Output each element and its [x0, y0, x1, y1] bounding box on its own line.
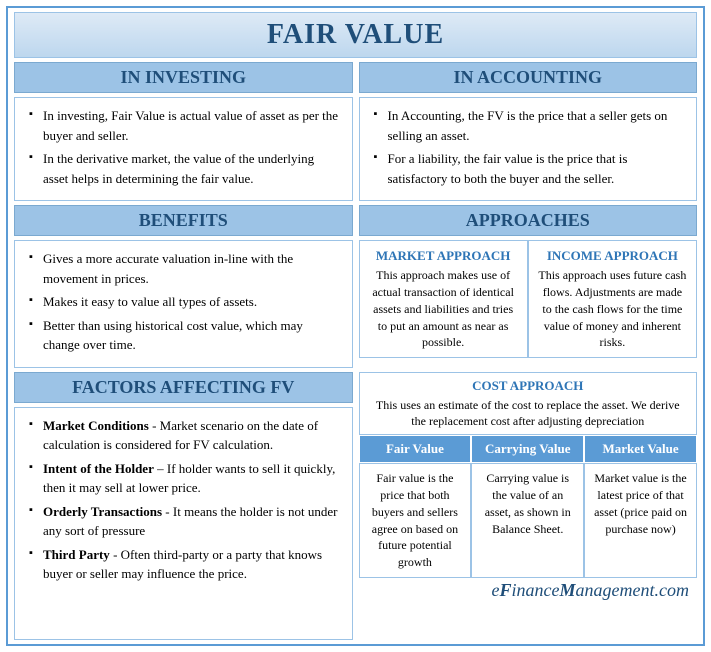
footer-f: F	[500, 580, 512, 600]
main-title: FAIR VALUE	[14, 12, 697, 58]
value-cell-carrying: Carrying value is the value of an asset,…	[471, 463, 584, 578]
accounting-item: For a liability, the fair value is the p…	[374, 149, 687, 188]
investing-header: IN INVESTING	[14, 62, 353, 93]
income-approach-text: This approach uses future cash flows. Ad…	[537, 267, 688, 351]
footer-branding: eFinanceManagement.com	[359, 578, 698, 601]
income-approach-title: INCOME APPROACH	[537, 247, 688, 265]
value-header-fair: Fair Value	[359, 435, 472, 463]
accounting-item: In Accounting, the FV is the price that …	[374, 106, 687, 145]
cost-approach-title: COST APPROACH	[368, 377, 689, 395]
factors-item: Intent of the Holder – If holder wants t…	[29, 459, 342, 498]
cost-approach-text: This uses an estimate of the cost to rep…	[368, 397, 689, 431]
benefits-body: Gives a more accurate valuation in-line …	[14, 240, 353, 368]
approaches-grid: MARKET APPROACH This approach makes use …	[359, 240, 698, 358]
value-comparison-table: Fair Value Carrying Value Market Value F…	[359, 435, 698, 578]
market-approach-cell: MARKET APPROACH This approach makes use …	[359, 240, 528, 358]
income-approach-cell: INCOME APPROACH This approach uses futur…	[528, 240, 697, 358]
accounting-header: IN ACCOUNTING	[359, 62, 698, 93]
footer-anagement: anagement	[576, 580, 655, 600]
investing-item: In investing, Fair Value is actual value…	[29, 106, 342, 145]
footer-dotcom: .com	[655, 580, 690, 600]
accounting-section: IN ACCOUNTING In Accounting, the FV is t…	[359, 62, 698, 201]
value-header-row: Fair Value Carrying Value Market Value	[359, 435, 698, 463]
value-cell-fair: Fair value is the price that both buyers…	[359, 463, 472, 578]
factors-section: FACTORS AFFECTING FV Market Conditions -…	[14, 372, 353, 641]
top-row: IN INVESTING In investing, Fair Value is…	[14, 62, 697, 201]
approaches-section: APPROACHES MARKET APPROACH This approach…	[359, 205, 698, 368]
factors-body: Market Conditions - Market scenario on t…	[14, 407, 353, 641]
footer-m: M	[560, 580, 576, 600]
factor-bold: Intent of the Holder	[43, 461, 154, 476]
accounting-body: In Accounting, the FV is the price that …	[359, 97, 698, 201]
market-approach-text: This approach makes use of actual transa…	[368, 267, 519, 351]
factor-bold: Orderly Transactions	[43, 504, 162, 519]
factors-item: Orderly Transactions - It means the hold…	[29, 502, 342, 541]
benefits-item: Better than using historical cost value,…	[29, 316, 342, 355]
factor-bold: Market Conditions	[43, 418, 149, 433]
bottom-row: FACTORS AFFECTING FV Market Conditions -…	[14, 372, 697, 641]
factor-bold: Third Party	[43, 547, 110, 562]
factors-item: Market Conditions - Market scenario on t…	[29, 416, 342, 455]
value-header-market: Market Value	[584, 435, 697, 463]
benefits-item: Gives a more accurate valuation in-line …	[29, 249, 342, 288]
investing-section: IN INVESTING In investing, Fair Value is…	[14, 62, 353, 201]
factors-header: FACTORS AFFECTING FV	[14, 372, 353, 403]
investing-item: In the derivative market, the value of t…	[29, 149, 342, 188]
mid-row: BENEFITS Gives a more accurate valuation…	[14, 205, 697, 368]
value-header-carrying: Carrying Value	[471, 435, 584, 463]
market-approach-title: MARKET APPROACH	[368, 247, 519, 265]
benefits-item: Makes it easy to value all types of asse…	[29, 292, 342, 312]
right-bottom-column: COST APPROACH This uses an estimate of t…	[359, 372, 698, 641]
value-body-row: Fair value is the price that both buyers…	[359, 463, 698, 578]
benefits-section: BENEFITS Gives a more accurate valuation…	[14, 205, 353, 368]
footer-e: e	[492, 580, 500, 600]
footer-inance: inance	[512, 580, 560, 600]
investing-body: In investing, Fair Value is actual value…	[14, 97, 353, 201]
approaches-header: APPROACHES	[359, 205, 698, 236]
benefits-header: BENEFITS	[14, 205, 353, 236]
infographic-container: FAIR VALUE IN INVESTING In investing, Fa…	[6, 6, 705, 646]
value-cell-market: Market value is the latest price of that…	[584, 463, 697, 578]
cost-approach-cell: COST APPROACH This uses an estimate of t…	[359, 372, 698, 436]
factors-item: Third Party - Often third-party or a par…	[29, 545, 342, 584]
